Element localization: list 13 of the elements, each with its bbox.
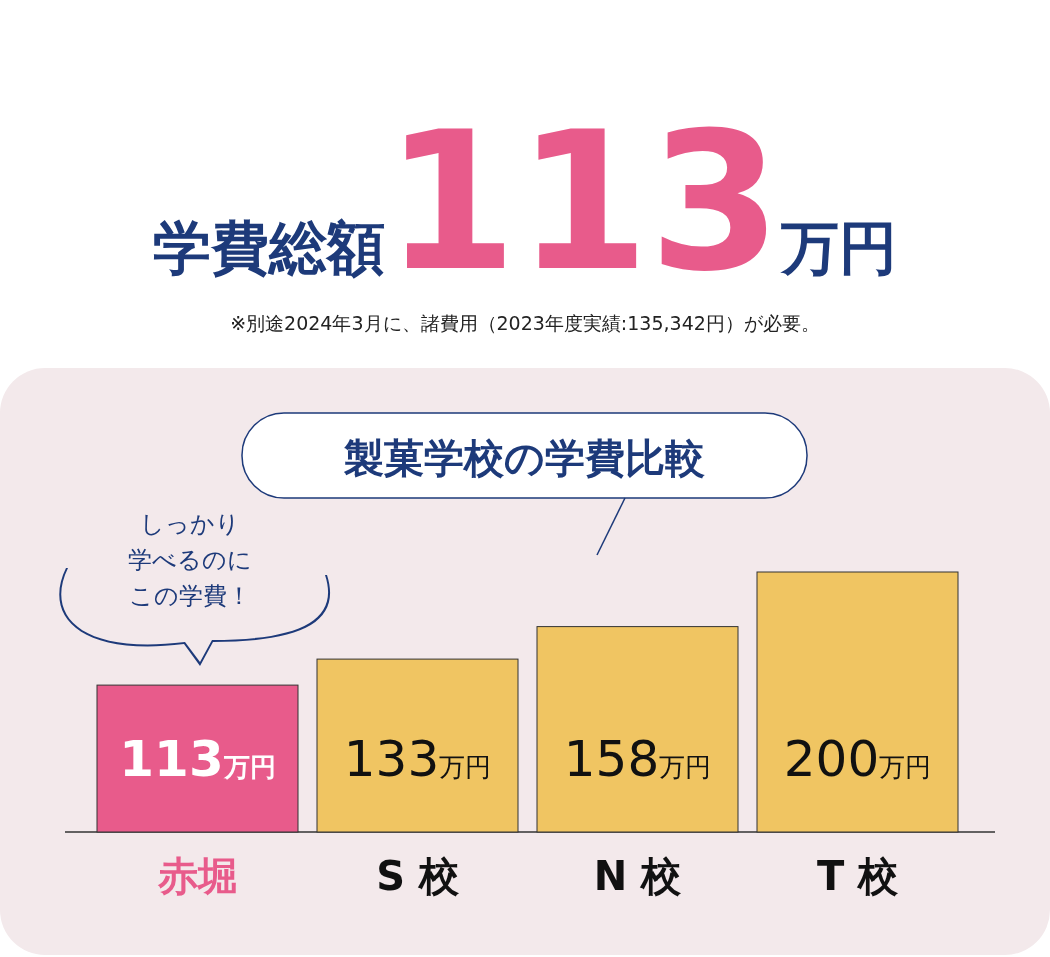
x-tick-label: 赤堀: [156, 853, 238, 899]
data-label: 133万円: [343, 730, 492, 788]
x-tick-label: T 校: [816, 853, 900, 899]
text: ※別途2024年3月に、諸費用（2023年度実績:135,342円）が必要。: [230, 312, 820, 334]
text: しっかり: [140, 510, 240, 538]
x-tick-label: N 校: [593, 853, 683, 899]
data-label: 113万円: [119, 730, 276, 788]
x-tick-label: S 校: [376, 853, 460, 899]
annotation: 学べるのに: [128, 546, 252, 574]
data-label: 158万円: [563, 730, 712, 788]
data-label: 200万円: [783, 730, 932, 788]
annotation: この学費！: [129, 582, 251, 610]
chart-subtitle: 製菓学校の学費比較: [342, 435, 705, 481]
